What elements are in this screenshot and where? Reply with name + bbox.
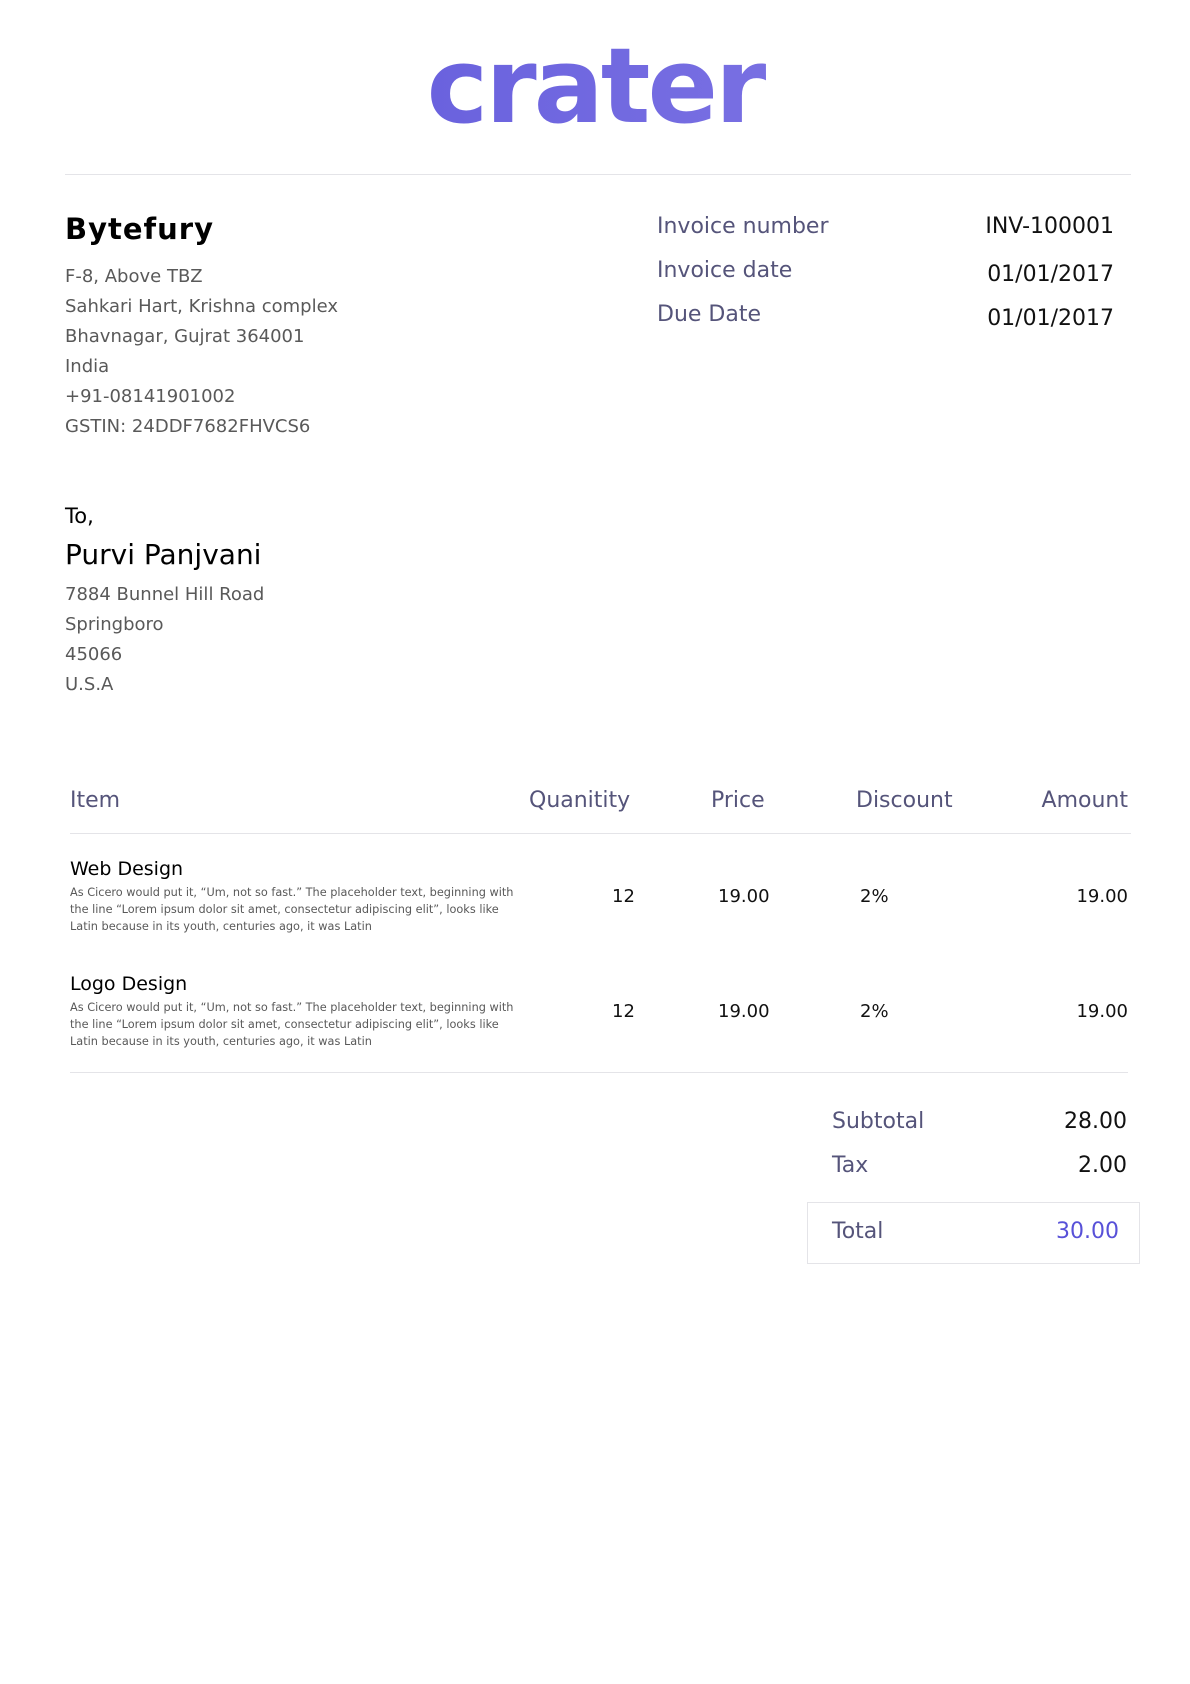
customer-address-line: 45066 (65, 644, 123, 665)
due-date-value: 01/01/2017 (987, 306, 1114, 331)
item-description: As Cicero would put it, “Um, not so fast… (70, 886, 514, 933)
company-country: India (65, 356, 110, 377)
item-quantity: 12 (612, 1001, 635, 1022)
table-bottom-divider (70, 1072, 1128, 1073)
company-gstin: GSTIN: 24DDF7682FHVCS6 (65, 416, 311, 437)
tax-value: 2.00 (1078, 1153, 1127, 1178)
tax-label: Tax (832, 1153, 869, 1178)
item-discount: 2% (860, 1001, 889, 1022)
item-amount: 19.00 (1076, 886, 1128, 907)
customer-address-line: Springboro (65, 614, 164, 635)
invoice-number-value: INV-100001 (985, 214, 1114, 239)
customer-address-line: U.S.A (65, 674, 114, 695)
item-description: As Cicero would put it, “Um, not so fast… (70, 1001, 514, 1048)
item-price: 19.00 (718, 886, 770, 907)
header-divider (65, 174, 1131, 175)
crater-logo: crater (0, 26, 1190, 146)
company-address-line: F-8, Above TBZ (65, 266, 203, 287)
company-address-line: Sahkari Hart, Krishna complex (65, 296, 339, 317)
item-price: 19.00 (718, 1001, 770, 1022)
to-label: To, (65, 504, 94, 528)
customer-address-line: 7884 Bunnel Hill Road (65, 584, 265, 605)
header-discount: Discount (856, 788, 953, 813)
item-quantity: 12 (612, 886, 635, 907)
subtotal-label: Subtotal (832, 1109, 925, 1134)
item-amount: 19.00 (1076, 1001, 1128, 1022)
company-phone: +91-08141901002 (65, 386, 236, 407)
invoice-number-label: Invoice number (657, 214, 829, 239)
invoice-date-label: Invoice date (657, 258, 793, 283)
total-label: Total (832, 1219, 884, 1244)
due-date-label: Due Date (657, 302, 761, 327)
item-name: Logo Design (70, 973, 188, 995)
header-price: Price (711, 788, 765, 813)
header-quantity: Quanitity (529, 788, 631, 813)
item-discount: 2% (860, 886, 889, 907)
subtotal-value: 28.00 (1064, 1109, 1127, 1134)
customer-name: Purvi Panjvani (65, 538, 262, 571)
header-amount: Amount (1041, 788, 1128, 813)
item-name: Web Design (70, 858, 184, 880)
invoice-date-value: 01/01/2017 (987, 262, 1114, 287)
table-header-divider (70, 833, 1131, 834)
header-item: Item (70, 788, 121, 813)
company-name: Bytefury (65, 212, 215, 246)
company-address-line: Bhavnagar, Gujrat 364001 (65, 326, 305, 347)
total-box: Total 30.00 (807, 1202, 1140, 1264)
total-value: 30.00 (1056, 1219, 1119, 1244)
